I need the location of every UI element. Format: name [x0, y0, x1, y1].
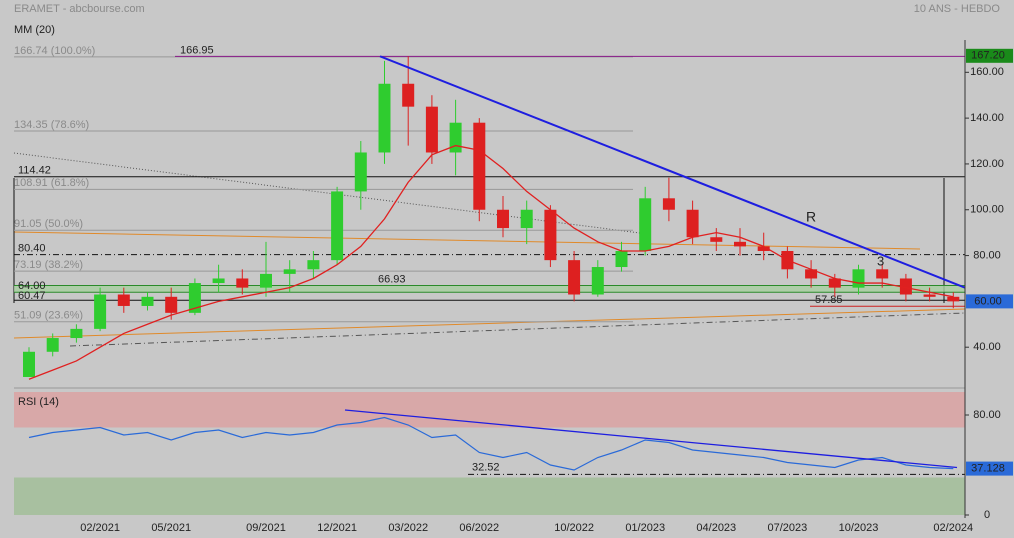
candle-body: [520, 209, 533, 229]
candle-body: [923, 294, 936, 297]
x-tick-label: 06/2022: [459, 522, 499, 534]
price-tag: [966, 294, 1013, 309]
candle-body: [260, 273, 272, 288]
level-label: 166.95: [180, 44, 214, 56]
candle-body: [94, 294, 107, 329]
candle-body: [591, 267, 604, 295]
candle-body: [283, 269, 296, 274]
candle-body: [710, 237, 723, 242]
y-tick-label: 80.00: [973, 409, 1001, 421]
orange-channel: [13, 308, 966, 339]
x-tick-label: 12/2021: [317, 522, 357, 534]
trendline: [379, 55, 966, 289]
candle-body: [425, 106, 438, 153]
level-label: 64.00: [18, 280, 46, 292]
candle-body: [212, 278, 225, 284]
legend-entry: MM (20): [14, 24, 55, 36]
candle-body: [449, 122, 462, 153]
price-tag-label: 60.00: [974, 295, 1002, 307]
candle-body: [497, 209, 509, 229]
price-tag-label: 167.20: [971, 50, 1005, 62]
level-label: 66.93: [378, 273, 406, 285]
fib-label: 166.74 (100.0%): [14, 45, 95, 57]
rsi-legend: RSI (14): [18, 396, 59, 408]
candle-body: [307, 260, 320, 270]
y-tick-label: 40.00: [973, 341, 1001, 353]
candle-body: [236, 278, 249, 288]
candle-body: [402, 83, 415, 107]
price-tag: [966, 48, 1013, 63]
candle-body: [639, 198, 652, 251]
level-label: 60.47: [18, 290, 46, 302]
orange-channel: [13, 231, 921, 250]
candle-body: [141, 296, 154, 306]
y-tick-label: 120.00: [970, 158, 1004, 170]
rsi-tag: [966, 461, 1013, 476]
rsi-tag-label: 37.128: [971, 462, 1005, 474]
y-tick-label: 160.00: [970, 66, 1004, 78]
rsi-trendline: [344, 409, 958, 469]
level-label: 114.42: [18, 165, 51, 177]
chart-subtitle: 10 ANS - HEBDO: [914, 3, 1001, 15]
candle-body: [473, 122, 486, 210]
chart-title: ERAMET - abcbourse.com: [14, 3, 145, 15]
fib-label: 134.35 (78.6%): [14, 119, 89, 131]
fib-label: 91.05 (50.0%): [14, 218, 83, 230]
x-tick-label: 03/2022: [388, 522, 428, 534]
x-tick-label: 02/2021: [80, 522, 120, 534]
dash-trend: [69, 312, 966, 347]
rsi-level-label: 32.52: [472, 461, 500, 473]
x-tick-label: 02/2024: [933, 522, 973, 534]
candle-body: [568, 260, 581, 295]
level-label: 57.85: [815, 294, 843, 306]
candle-body: [117, 294, 130, 306]
candle-body: [188, 283, 201, 313]
oversold-zone: [14, 477, 965, 515]
candle-body: [947, 296, 960, 302]
candle-body: [852, 269, 865, 288]
candle-body: [165, 296, 178, 313]
x-tick-label: 10/2022: [554, 522, 594, 534]
rsi-line: [28, 416, 954, 471]
x-tick-label: 07/2023: [768, 522, 808, 534]
x-tick-label: 05/2021: [151, 522, 191, 534]
y-tick-label: 80.00: [973, 249, 1001, 261]
candle-body: [46, 338, 59, 352]
x-tick-label: 09/2021: [246, 522, 286, 534]
candle-body: [662, 198, 675, 210]
fib-label: 51.09 (23.6%): [14, 310, 83, 322]
fib-label: 108.91 (61.8%): [14, 177, 89, 189]
fib-label: 73.19 (38.2%): [14, 259, 83, 271]
candle-body: [23, 351, 35, 377]
candle-body: [686, 209, 699, 238]
candle-body: [805, 269, 818, 279]
x-tick-label: 10/2023: [839, 522, 879, 534]
overbought-zone: [14, 392, 965, 428]
candle-body: [876, 269, 889, 279]
y-tick-label: 0: [984, 509, 990, 521]
candle-body: [757, 246, 770, 251]
candle-body: [354, 152, 367, 192]
x-tick-label: 04/2023: [696, 522, 736, 534]
candle-body: [734, 241, 746, 247]
candle-body: [615, 250, 628, 268]
level-label: 80.40: [18, 243, 46, 255]
candle-body: [544, 209, 557, 261]
x-tick-label: 01/2023: [625, 522, 665, 534]
support-band: [14, 285, 965, 293]
candle-body: [331, 191, 344, 261]
trendline-label: R: [806, 209, 816, 225]
candle-body: [899, 278, 912, 295]
y-tick-label: 100.00: [970, 204, 1004, 216]
dotted-trend: [13, 152, 641, 234]
candle-body: [828, 278, 841, 288]
candle-body: [70, 328, 83, 339]
annotation: 3: [877, 253, 884, 268]
y-tick-label: 140.00: [970, 112, 1004, 124]
candle-body: [378, 83, 391, 153]
ma-line: [28, 144, 954, 380]
